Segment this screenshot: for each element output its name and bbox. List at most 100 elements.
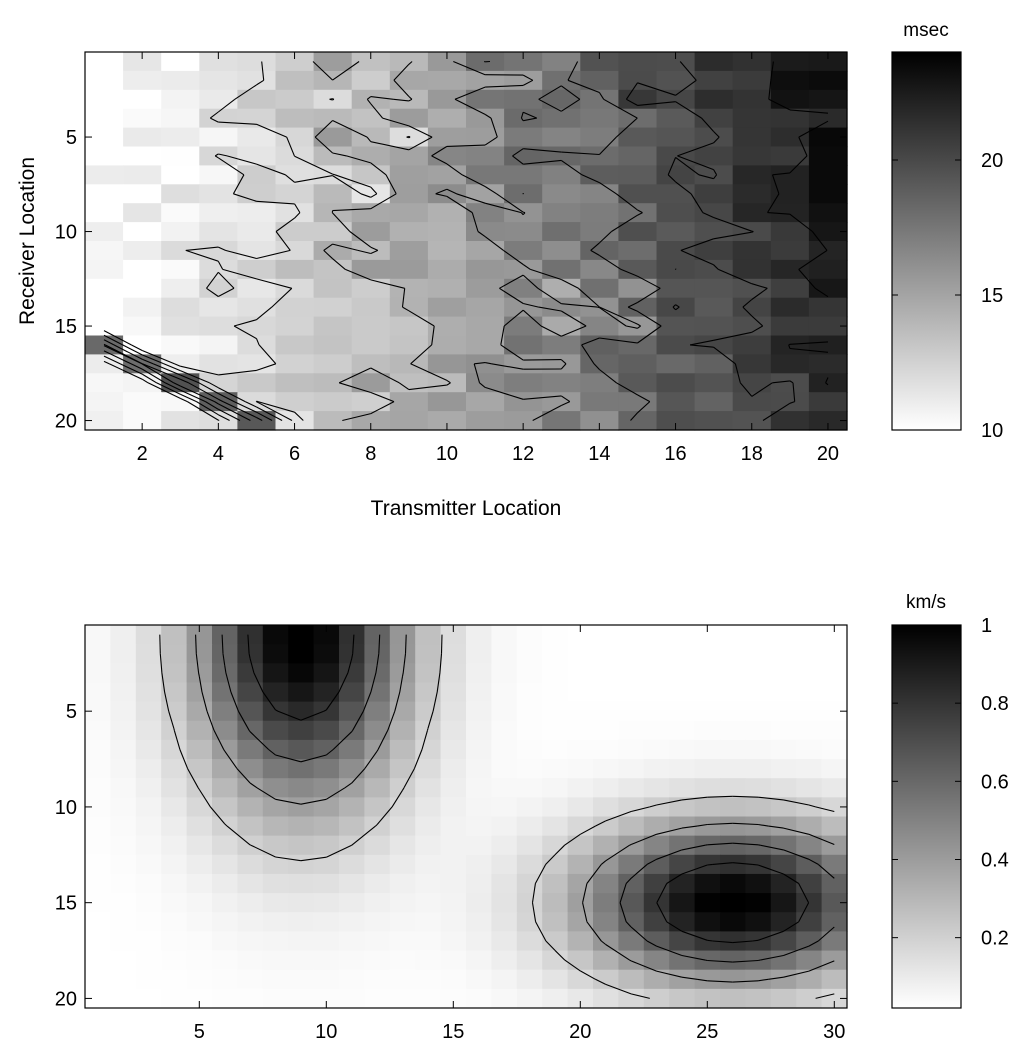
heatmap-cell bbox=[339, 759, 365, 779]
heatmap-cell bbox=[212, 931, 238, 952]
contour-segment bbox=[713, 169, 718, 176]
heatmap-cell bbox=[110, 720, 137, 741]
contour-segment bbox=[366, 98, 372, 105]
contour-segment bbox=[771, 174, 780, 194]
heatmap-cell bbox=[466, 816, 492, 837]
heatmap-cell bbox=[110, 778, 137, 798]
contour-segment bbox=[439, 653, 443, 673]
heatmap-cell bbox=[580, 70, 619, 91]
heatmap-cell bbox=[85, 759, 111, 779]
heatmap-cell bbox=[199, 259, 238, 280]
contour-segment bbox=[637, 323, 641, 327]
heatmap-cell bbox=[237, 988, 264, 1009]
contour-segment bbox=[599, 182, 617, 195]
contour-segment bbox=[625, 877, 632, 884]
heatmap-cell bbox=[694, 354, 734, 374]
contour-segment bbox=[334, 174, 371, 188]
heatmap-cell bbox=[237, 720, 264, 741]
contour-segment bbox=[627, 306, 638, 312]
colorbar-tick-label: 15 bbox=[981, 285, 1003, 307]
heatmap-cell bbox=[516, 625, 543, 645]
contour-segment bbox=[625, 921, 632, 928]
heatmap-cell bbox=[694, 70, 734, 91]
heatmap-cell bbox=[593, 969, 619, 990]
heatmap-cell bbox=[542, 354, 581, 374]
heatmap-cell bbox=[618, 146, 658, 166]
heatmap-cell bbox=[288, 663, 315, 684]
contour-segment bbox=[600, 940, 607, 945]
heatmap-cell bbox=[237, 873, 264, 894]
heatmap-cell bbox=[339, 854, 365, 875]
heatmap-cell bbox=[415, 778, 442, 798]
contour-segment bbox=[808, 960, 835, 972]
heatmap-cell bbox=[364, 720, 391, 741]
contour-segment bbox=[593, 363, 600, 370]
heatmap-cell bbox=[808, 222, 848, 242]
heatmap-cell bbox=[770, 259, 810, 280]
heatmap-cell bbox=[808, 316, 848, 337]
heatmap-cell bbox=[516, 663, 543, 684]
contour-segment bbox=[218, 408, 241, 421]
contour-segment bbox=[408, 384, 447, 391]
heatmap-cell bbox=[313, 335, 353, 355]
heatmap-cell bbox=[389, 392, 429, 412]
contour-segment bbox=[332, 258, 346, 270]
heatmap-cell bbox=[389, 411, 429, 431]
heatmap-cell bbox=[161, 127, 200, 148]
contour-segment bbox=[646, 858, 657, 865]
contour-segment bbox=[477, 231, 486, 238]
contour-segment bbox=[402, 306, 410, 312]
heatmap-cell bbox=[656, 411, 696, 431]
heatmap-cell bbox=[237, 259, 277, 280]
heatmap-cell bbox=[694, 241, 734, 261]
contour-segment bbox=[560, 85, 581, 100]
contour-segment bbox=[789, 155, 808, 174]
heatmap-cell bbox=[313, 241, 353, 261]
contour-segment bbox=[522, 274, 539, 289]
heatmap-cell bbox=[135, 988, 162, 1009]
heatmap-cell bbox=[821, 682, 848, 703]
heatmap-cell bbox=[364, 797, 391, 818]
heatmap-cell bbox=[440, 950, 467, 971]
x-tick-label: 12 bbox=[512, 443, 534, 465]
heatmap-cell bbox=[618, 931, 645, 952]
contour-segment bbox=[599, 369, 617, 384]
contour-segment bbox=[561, 279, 579, 289]
contour-segment bbox=[345, 268, 372, 281]
heatmap-cell bbox=[732, 259, 772, 280]
contour-segment bbox=[675, 101, 702, 119]
heatmap-cell bbox=[808, 259, 848, 280]
heatmap-cell bbox=[415, 950, 442, 971]
contour-segment bbox=[370, 401, 395, 415]
contour-segment bbox=[637, 325, 641, 329]
heatmap-cell bbox=[161, 203, 200, 223]
contour-segment bbox=[294, 203, 301, 213]
contour-segment bbox=[285, 174, 295, 183]
heatmap-cell bbox=[85, 146, 124, 166]
heatmap-cell bbox=[669, 797, 696, 818]
contour-segment bbox=[370, 186, 378, 195]
heatmap-cell bbox=[135, 912, 162, 932]
contour-segment bbox=[485, 362, 492, 365]
contour-segment bbox=[249, 658, 255, 674]
contour-segment bbox=[344, 782, 353, 789]
contour-segment bbox=[768, 98, 791, 111]
heatmap-cell bbox=[745, 816, 772, 837]
contour-segment bbox=[637, 275, 661, 289]
heatmap-cell bbox=[796, 797, 823, 818]
heatmap-cell bbox=[288, 625, 315, 645]
heatmap-cell bbox=[542, 778, 569, 798]
heatmap-cell bbox=[796, 835, 823, 856]
contour-segment bbox=[257, 401, 295, 413]
heatmap-cell bbox=[821, 893, 848, 913]
heatmap-cell bbox=[593, 931, 619, 952]
heatmap-cell bbox=[669, 950, 696, 971]
contour-segment bbox=[332, 212, 351, 232]
heatmap-cell bbox=[466, 316, 505, 337]
heatmap-cell bbox=[389, 108, 429, 129]
contour-segment bbox=[218, 393, 235, 403]
heatmap-cell bbox=[542, 988, 569, 1009]
heatmap-cell bbox=[237, 625, 264, 645]
heatmap-cell bbox=[821, 663, 848, 684]
heatmap-cell bbox=[796, 625, 823, 645]
